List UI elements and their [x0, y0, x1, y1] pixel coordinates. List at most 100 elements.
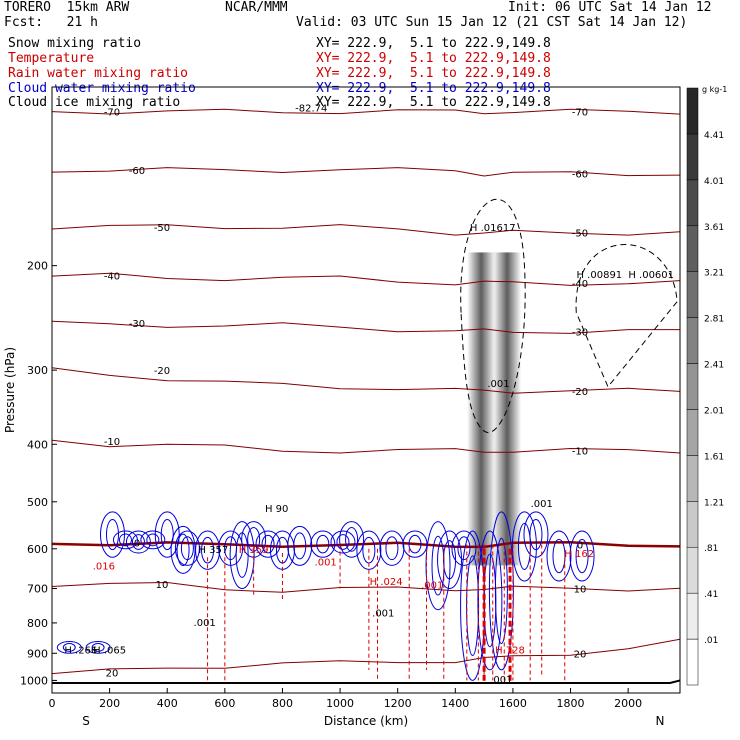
- cloud-water-contour: [170, 525, 196, 574]
- snow-shading: [467, 252, 522, 566]
- isotherm-line: [51, 108, 681, 115]
- isotherm-line: [51, 167, 681, 177]
- y-tick-label: 800: [27, 617, 48, 630]
- contour-annotation: H .00601: [628, 270, 674, 281]
- contour-annotation: .001: [194, 618, 216, 629]
- cloud-water-contour: [293, 532, 307, 560]
- cloud-water-contour: [195, 530, 221, 570]
- colorbar-segment: [686, 501, 699, 548]
- isotherm-label: -50: [572, 229, 588, 240]
- x-tick-label: 1200: [384, 697, 412, 710]
- contour-annotation: H .266: [64, 645, 97, 656]
- contour-annotation: H .065: [93, 645, 126, 656]
- colorbar-tick-label: .81: [704, 544, 718, 554]
- colorbar-tick-label: 4.01: [704, 177, 724, 187]
- cloud-water-contour: [356, 530, 382, 570]
- init-time: Init: 06 UTC Sat 14 Jan 12: [508, 0, 712, 15]
- x-tick-label: 1400: [441, 697, 469, 710]
- plot-frame: [51, 86, 681, 694]
- cloud-water-contour: [146, 533, 160, 547]
- contour-annotation: H 728: [495, 645, 525, 656]
- legend-temperature-xy: XY= 222.9, 5.1 to 222.9,149.8: [316, 51, 551, 66]
- cloud-water-contour: [451, 530, 477, 566]
- cloud-water-contour: [261, 534, 275, 554]
- cloud-water-contour: [105, 518, 119, 551]
- colorbar-segment: [686, 317, 699, 364]
- cloud-ice-layer: [460, 198, 678, 434]
- colorbar-segment: [686, 592, 699, 640]
- cloud-water-contour: [575, 538, 589, 574]
- colorbar-segment: [686, 455, 699, 502]
- cloud-water-contour: [330, 530, 356, 554]
- isotherm-label: -20: [154, 366, 170, 377]
- cloud-water-contour: [62, 643, 76, 652]
- cloud-water-contour: [569, 530, 595, 582]
- colorbar-tick-label: 2.81: [704, 315, 724, 325]
- colorbar-segment: [686, 87, 699, 135]
- x-tick-label: 200: [99, 697, 120, 710]
- cloud-water-contour: [546, 530, 572, 582]
- colorbar-tick-label: 4.41: [704, 131, 724, 141]
- x-axis-label: Distance (km): [324, 714, 408, 728]
- contour-annotation: .001: [531, 499, 553, 510]
- isotherm-label: 0: [577, 540, 583, 551]
- isotherm-label: -70: [104, 108, 120, 119]
- rain-layer: [207, 544, 566, 683]
- isotherm-label: -60: [572, 170, 588, 181]
- cloud-water-contour: [176, 533, 190, 567]
- colorbar: .01 .41 .81 1.21 1.61 2.01 2.41 2.81 3.21 3.61 4.0…: [686, 85, 727, 686]
- cloud-water-contour: [160, 518, 174, 551]
- contour-annotation: .001: [421, 581, 443, 592]
- colorbar-tick-label: 2.01: [704, 406, 724, 416]
- colorbar-tick-label: .01: [704, 636, 718, 646]
- legend-temperature-label: Temperature: [8, 51, 95, 66]
- colorbar-segment: [686, 225, 699, 272]
- cloud-water-contour: [408, 534, 422, 554]
- y-tick-label: 300: [27, 364, 48, 377]
- isotherm-label: 0: [134, 538, 140, 549]
- y-tick-label: 600: [27, 543, 48, 556]
- contour-annotation: -82.74: [295, 104, 327, 115]
- y-tick-label: 900: [27, 647, 48, 660]
- model-name: TORERO 15km ARW: [4, 0, 130, 15]
- cloud-water-contour: [437, 530, 463, 590]
- south-label: S: [82, 714, 90, 728]
- x-tick-label: 400: [157, 697, 178, 710]
- contour-annotation: .001: [490, 675, 512, 686]
- cloud-water-contour: [316, 534, 330, 554]
- cloud-water-contour: [310, 530, 336, 558]
- cloud-water-contour: [131, 534, 145, 550]
- cloud-water-contour: [180, 536, 194, 561]
- contour-annotation: H 357: [198, 545, 228, 556]
- colorbar-tick-label: 3.61: [704, 223, 724, 233]
- cloud-water-contour: [457, 536, 471, 561]
- isotherm-label: -70: [572, 108, 588, 119]
- cloud-water-contour: [112, 530, 138, 550]
- colorbar-tick-label: .41: [704, 590, 718, 600]
- cloud-water-contour: [201, 536, 215, 564]
- cloud-water-contour: [385, 536, 399, 561]
- cloud-water-contour: [91, 643, 105, 652]
- axes-layer: 0 200 400 600 800 1000 1200 1400 1600 1800 2000Dis…: [3, 260, 681, 728]
- isotherm-label: -10: [104, 437, 120, 448]
- cloud-water-contour: [466, 555, 480, 657]
- cloud-water-contour: [345, 527, 359, 552]
- valid-time: Valid: 03 UTC Sun 15 Jan 12 (21 CST Sat …: [296, 15, 688, 30]
- isotherm-line: [51, 320, 680, 334]
- colorbar-segment: [686, 133, 699, 181]
- colorbar-tick-label: 3.21: [704, 269, 724, 279]
- colorbar-segment: [686, 179, 699, 227]
- contour-annotation: .001: [372, 608, 394, 619]
- cloud-water-contour: [174, 530, 200, 566]
- isotherm-line: [51, 272, 681, 286]
- y-tick-label: 200: [27, 260, 48, 273]
- cloud-water-contour: [523, 511, 549, 558]
- isotherm-label: 20: [574, 649, 587, 660]
- colorbar-segment: [686, 363, 699, 410]
- y-tick-label: 500: [27, 496, 48, 509]
- colorbar-tick-label: 1.61: [704, 452, 724, 462]
- legend-ice-xy: XY= 222.9, 5.1 to 222.9,149.8: [316, 95, 551, 110]
- isotherm-line: [51, 581, 681, 593]
- isotherm-line: [51, 439, 681, 454]
